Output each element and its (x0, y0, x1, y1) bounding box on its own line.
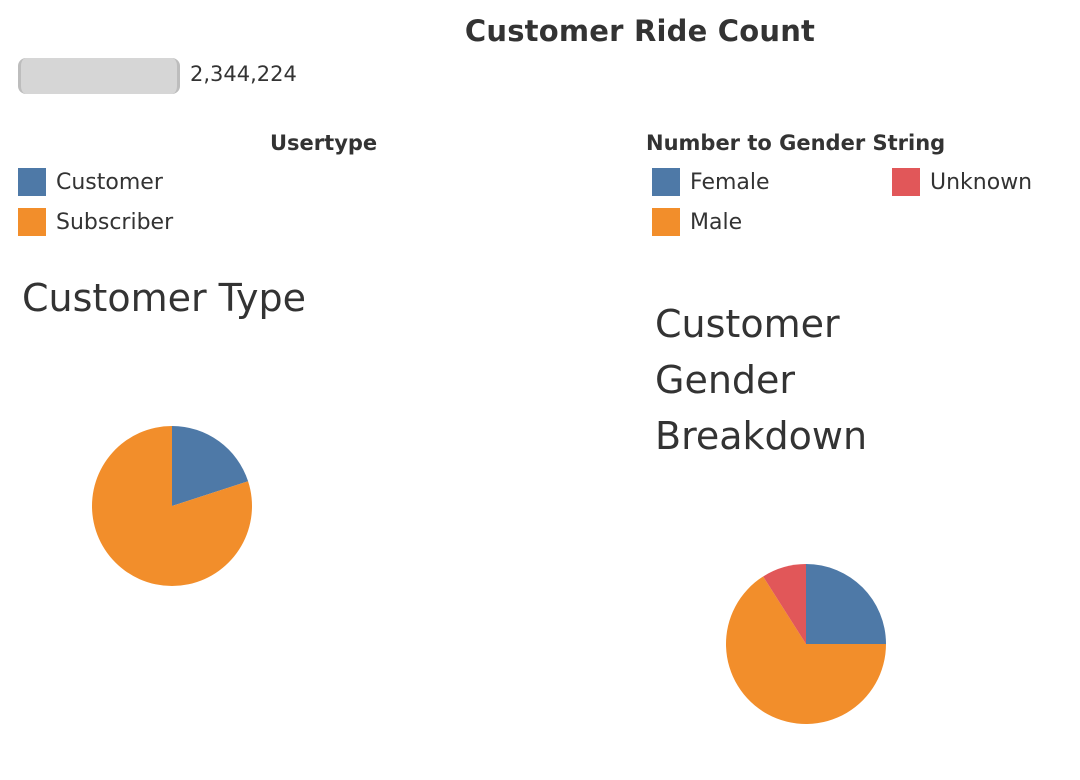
gender-breakdown-pie (726, 564, 886, 724)
customer-type-title: Customer Type (22, 276, 306, 320)
gender-legend-title: Number to Gender String (646, 131, 946, 155)
customer-type-slice-subscriber[interactable] (92, 426, 252, 586)
usertype-legend-title: Usertype (270, 131, 378, 155)
gender-slice-male[interactable] (726, 576, 886, 724)
ride-count-value: 2,344,224 (190, 62, 297, 86)
gender-title-line-3: Breakdown (655, 414, 868, 458)
legend-swatch (652, 208, 680, 236)
legend-label: Female (690, 169, 770, 195)
ride-count-title: Customer Ride Count (464, 14, 816, 48)
legend-swatch (18, 208, 46, 236)
customer-type-slice-customer[interactable] (172, 426, 249, 506)
legend-item-male[interactable]: Male (652, 208, 742, 236)
legend-swatch (18, 168, 46, 196)
legend-label: Unknown (930, 169, 1033, 195)
ride-count-bar (18, 58, 180, 94)
gender-slice-female[interactable] (806, 564, 886, 644)
legend-label: Customer (56, 169, 163, 195)
legend-item-customer[interactable]: Customer (18, 168, 163, 196)
legend-item-unknown[interactable]: Unknown (892, 168, 1032, 196)
customer-type-pie (92, 426, 252, 586)
legend-label: Male (690, 209, 743, 235)
legend-item-female[interactable]: Female (652, 168, 770, 196)
legend-item-subscriber[interactable]: Subscriber (18, 208, 173, 236)
gender-slice-unknown[interactable] (763, 564, 806, 644)
gender-title-line-1: Customer (655, 302, 840, 346)
legend-swatch (652, 168, 680, 196)
legend-label: Subscriber (56, 209, 174, 235)
gender-title-line-2: Gender (655, 358, 796, 402)
gender-breakdown-title: Customer Gender Breakdown (655, 296, 867, 464)
legend-swatch (892, 168, 920, 196)
